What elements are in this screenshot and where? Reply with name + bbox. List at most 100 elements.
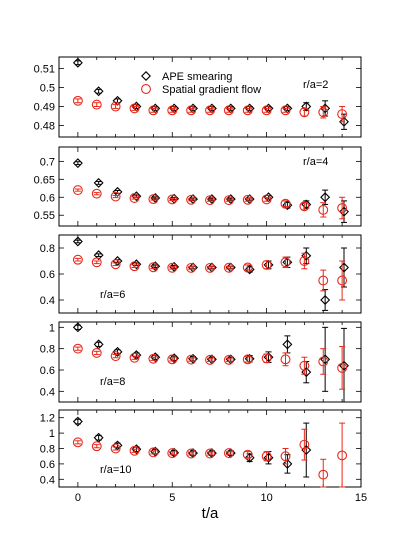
flow-marker [280,198,291,209]
panel-label: r/a=4 [303,156,328,168]
ape-marker [339,206,349,217]
ape-point [93,86,104,97]
flow-marker [261,194,272,205]
ape-marker [244,194,255,205]
ape-marker [72,322,83,333]
flow-point [318,106,329,119]
ape-marker [72,158,83,169]
flow-marker [129,103,140,114]
flow-point [91,257,102,268]
ape-marker [93,86,104,97]
flow-point [129,193,140,203]
ape-marker [150,193,161,203]
ape-marker [150,261,161,272]
y-tick-label: 0.8 [40,444,55,456]
flow-marker [223,448,234,459]
flow-marker [167,354,178,365]
flow-marker [167,448,178,459]
flow-point [148,194,159,205]
ape-point [320,289,331,311]
flow-point [223,448,234,459]
flow-marker [110,443,121,454]
y-tick-label: 0.49 [34,102,55,114]
y-tick-label: 1.2 [40,413,55,425]
ape-marker [150,446,161,457]
legend-item: APE smearing [141,71,232,83]
y-tick-label: 0.51 [34,63,55,75]
panel-frame [58,56,362,138]
flow-marker [337,362,348,373]
ape-point [93,250,104,261]
ape-point [301,247,312,265]
flow-marker [337,275,348,286]
ape-marker [320,103,331,114]
flow-marker [110,351,121,362]
flow-point [337,260,348,301]
ape-point [72,158,83,169]
flow-marker [129,352,140,363]
ape-point [263,451,274,465]
x-tick-label: 0 [75,492,81,504]
flow-marker [280,451,291,462]
legend-circle-icon [141,84,151,94]
flow-marker [148,447,159,458]
flow-marker [148,105,159,116]
ape-point [72,236,83,247]
flow-point [110,191,121,202]
ape-marker [112,346,123,357]
flow-marker [167,105,178,116]
ape-marker [206,194,217,205]
flow-point [261,259,272,270]
flow-point [91,441,102,452]
flow-marker [91,99,102,110]
ape-marker [112,186,123,197]
y-tick-label: 0.4 [40,386,55,398]
flow-marker [148,353,159,364]
flow-marker [280,257,291,268]
panel-3: 0.4 0.6 0.8 r/a=6 [40,234,362,314]
flow-point [110,443,121,454]
flow-marker [129,445,140,456]
flow-marker [110,259,121,270]
flow-marker [318,356,329,367]
ape-marker [301,101,312,112]
flow-marker [242,449,253,460]
flow-point [280,105,291,116]
flow-point [205,195,215,206]
flow-point [242,449,253,460]
y-tick-label: 0.6 [40,459,55,471]
y-tick-label: 0.65 [34,174,55,186]
flow-marker [110,101,121,112]
flow-point [299,252,310,270]
flow-point [299,356,310,375]
legend-label: Spatial gradient flow [162,84,261,96]
flow-marker [91,347,102,358]
panel-label: r/a=6 [100,289,125,301]
ape-point [93,432,104,443]
flow-point [337,196,348,220]
flow-marker [337,450,348,461]
x-tick-label: 5 [169,492,175,504]
flow-point [91,99,102,110]
flow-marker [129,193,140,203]
y-tick-label: 0.5 [40,82,55,94]
flow-marker [148,262,159,273]
flow-marker [167,194,178,205]
flow-point [261,451,272,462]
panel-label: r/a=2 [303,79,328,91]
ape-marker [72,416,83,427]
ape-marker [244,452,255,463]
flow-point [148,262,159,273]
ape-marker [339,360,349,371]
y-tick-label: 0.7 [40,156,55,168]
flow-marker [72,95,83,106]
ape-marker [282,458,293,469]
panel-frame [58,234,362,314]
flow-marker [91,188,102,199]
ape-marker [131,259,142,270]
flow-marker [337,203,348,213]
flow-marker [261,451,272,462]
x-tick-label: 10 [261,492,273,504]
